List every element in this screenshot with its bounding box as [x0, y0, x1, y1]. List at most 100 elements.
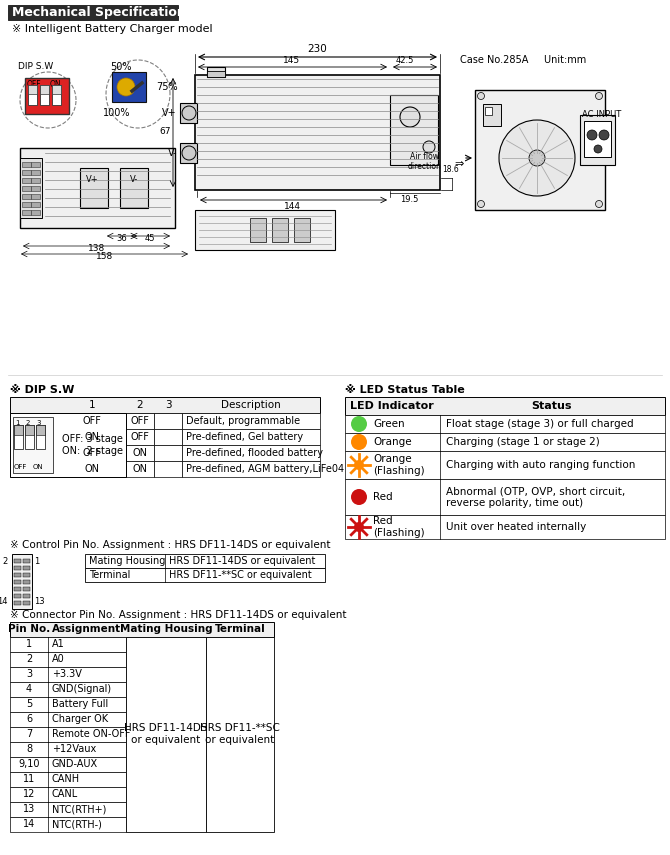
Circle shape: [596, 92, 602, 99]
Circle shape: [478, 201, 484, 208]
Text: Air flow
direction: Air flow direction: [408, 152, 442, 171]
Circle shape: [354, 460, 364, 470]
Text: HRS DF11-**SC
or equivalent: HRS DF11-**SC or equivalent: [200, 723, 280, 745]
Bar: [31, 162, 40, 167]
Bar: [475, 90, 605, 210]
Bar: [58, 429, 126, 445]
Text: 36: 36: [117, 234, 127, 243]
Circle shape: [117, 78, 135, 96]
Text: 14: 14: [23, 819, 35, 829]
Text: Mating Housing: Mating Housing: [120, 624, 212, 634]
Text: HRS DF11-**SC or equivalent: HRS DF11-**SC or equivalent: [169, 570, 312, 580]
Bar: [10, 637, 126, 652]
Circle shape: [354, 522, 364, 532]
Bar: [154, 445, 182, 461]
Text: HRS DF11-14DS
or equivalent: HRS DF11-14DS or equivalent: [124, 723, 208, 745]
Circle shape: [182, 106, 196, 120]
Bar: [10, 787, 126, 802]
Bar: [345, 515, 665, 539]
Text: 19.5: 19.5: [400, 195, 418, 204]
Bar: [182, 429, 320, 445]
Circle shape: [351, 489, 367, 505]
Text: Pre-defined, Gel battery: Pre-defined, Gel battery: [186, 432, 303, 442]
Text: 230: 230: [307, 44, 327, 54]
Text: 158: 158: [96, 252, 114, 261]
Text: DIP S.W: DIP S.W: [18, 62, 53, 71]
Text: Red
(Flashing): Red (Flashing): [373, 516, 425, 538]
Bar: [10, 742, 126, 757]
Text: 138: 138: [88, 244, 106, 253]
Text: A0: A0: [52, 654, 65, 664]
Bar: [154, 429, 182, 445]
Bar: [485, 107, 492, 115]
Text: +3.3V: +3.3V: [52, 669, 82, 679]
Circle shape: [351, 434, 367, 450]
Bar: [31, 202, 40, 207]
Text: ※ LED Status Table: ※ LED Status Table: [345, 385, 465, 395]
Bar: [31, 178, 40, 183]
Circle shape: [400, 107, 420, 127]
Bar: [20, 158, 42, 218]
Bar: [195, 75, 440, 190]
Text: OFF: 3 stage
ON:  2 stage: OFF: 3 stage ON: 2 stage: [62, 434, 123, 456]
Bar: [580, 115, 615, 165]
Text: ON: ON: [84, 464, 100, 474]
Text: 67: 67: [159, 127, 171, 137]
Text: Pre-defined, AGM battery,LiFe04: Pre-defined, AGM battery,LiFe04: [186, 464, 344, 474]
Bar: [22, 170, 31, 175]
Text: AC INPUT: AC INPUT: [582, 110, 621, 119]
Text: Charging with auto ranging function: Charging with auto ranging function: [446, 460, 635, 470]
Bar: [85, 568, 325, 582]
Text: 42.5: 42.5: [396, 56, 414, 65]
Text: 75%: 75%: [156, 82, 178, 92]
Text: 100%: 100%: [103, 108, 131, 118]
Bar: [14, 587, 21, 591]
Text: +12Vaux: +12Vaux: [52, 744, 96, 754]
Bar: [126, 637, 206, 832]
Bar: [10, 772, 126, 787]
Bar: [126, 429, 154, 445]
Bar: [182, 445, 320, 461]
Text: 2: 2: [26, 654, 32, 664]
Text: 1: 1: [88, 400, 95, 410]
Text: A1: A1: [52, 639, 65, 649]
Text: Orange: Orange: [373, 437, 411, 447]
Bar: [182, 461, 320, 477]
Bar: [31, 186, 40, 191]
Bar: [195, 210, 335, 250]
Circle shape: [587, 130, 597, 140]
Text: 1: 1: [34, 557, 40, 566]
Bar: [80, 168, 108, 208]
Bar: [25, 425, 34, 435]
Bar: [10, 817, 126, 832]
Text: Remote ON-OFF: Remote ON-OFF: [52, 729, 131, 739]
Text: 45: 45: [145, 234, 155, 243]
Circle shape: [182, 146, 196, 160]
Text: Status: Status: [532, 401, 572, 411]
Bar: [58, 461, 126, 477]
Text: V-: V-: [168, 148, 177, 158]
Text: 5: 5: [26, 699, 32, 709]
Text: Assignment: Assignment: [52, 624, 121, 634]
Text: OFF: OFF: [14, 464, 27, 470]
Text: ※ Connector Pin No. Assignment : HRS DF11-14DS or equivalent: ※ Connector Pin No. Assignment : HRS DF1…: [10, 610, 346, 620]
Text: CANL: CANL: [52, 789, 78, 799]
Bar: [52, 85, 61, 105]
Bar: [25, 425, 34, 449]
Text: 144: 144: [283, 202, 301, 211]
Text: 13: 13: [23, 804, 35, 814]
Bar: [22, 210, 31, 215]
Text: 11: 11: [23, 774, 35, 784]
Text: 8: 8: [26, 744, 32, 754]
Text: 9,10: 9,10: [18, 759, 40, 769]
Bar: [10, 727, 126, 742]
Bar: [23, 566, 30, 570]
Circle shape: [499, 120, 575, 196]
Bar: [23, 594, 30, 598]
Bar: [10, 757, 126, 772]
Text: NTC(RTH+): NTC(RTH+): [52, 804, 107, 814]
Text: Orange
(Flashing): Orange (Flashing): [373, 454, 425, 475]
Text: OFF: OFF: [131, 416, 149, 426]
Text: ON: ON: [133, 464, 147, 474]
Text: ON: ON: [33, 464, 44, 470]
